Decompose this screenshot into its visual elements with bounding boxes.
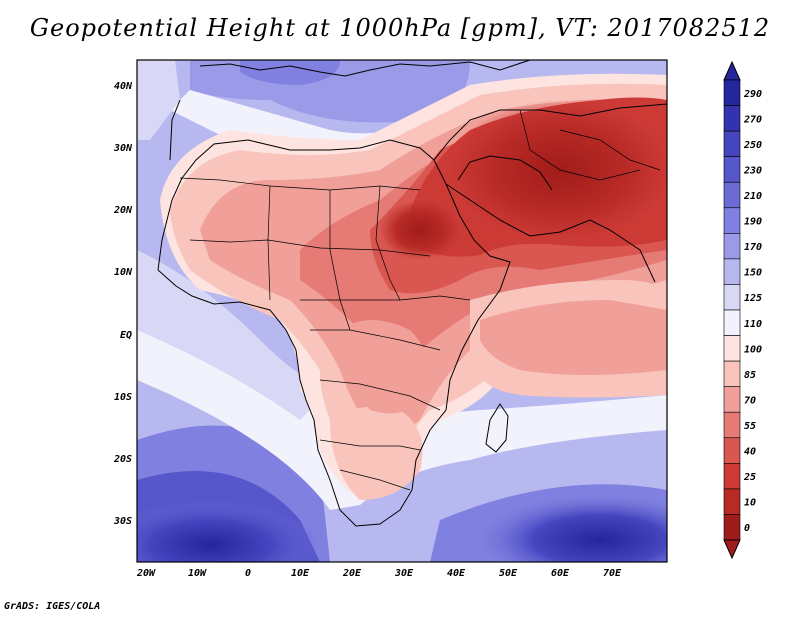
lat-label: 20S xyxy=(113,454,132,465)
lat-label: 40N xyxy=(114,81,133,92)
lat-label: 30S xyxy=(113,516,132,527)
lon-label: 60E xyxy=(551,568,570,579)
colorbar-swatch xyxy=(723,130,741,157)
footer-credit: GrADS: IGES/COLA xyxy=(4,601,101,612)
lat-axis: 40N 30N 20N 10N EQ 10S 20S 30S xyxy=(113,81,133,527)
colorbar-swatch xyxy=(723,105,741,132)
colorbar-label: 150 xyxy=(744,268,762,279)
colorbar-swatch xyxy=(723,488,741,515)
colorbar-label: 110 xyxy=(744,319,762,330)
map-frame xyxy=(136,59,668,563)
lon-label: 10W xyxy=(188,568,207,579)
colorbar-swatch xyxy=(723,386,741,413)
lon-label: 40E xyxy=(447,568,466,579)
lon-label: 50E xyxy=(499,568,518,579)
lon-label: 30E xyxy=(394,568,414,579)
lat-label: 10N xyxy=(114,267,133,278)
colorbar-swatch xyxy=(723,463,741,490)
colorbar-label: 170 xyxy=(744,242,762,253)
lon-axis: 20W 10W 0 10E 20E 30E 40E 50E 60E 70E xyxy=(136,568,622,579)
colorbar-label: 250 xyxy=(743,140,762,151)
colorbar-swatch xyxy=(723,284,741,311)
colorbar-swatch xyxy=(723,335,741,362)
colorbar-label: 210 xyxy=(743,191,762,202)
colorbar-label: 290 xyxy=(743,89,762,100)
country-borders xyxy=(179,109,661,491)
lat-label: EQ xyxy=(120,330,132,341)
lat-label: 20N xyxy=(113,205,133,216)
colorbar-label: 230 xyxy=(743,165,762,176)
colorbar-bottom-arrow xyxy=(723,539,741,560)
colorbar-swatch xyxy=(723,258,741,285)
colorbar-swatch xyxy=(723,437,741,464)
colorbar-label: 100 xyxy=(744,344,762,355)
colorbar-swatch xyxy=(723,411,741,439)
colorbar-swatch xyxy=(723,156,741,183)
colorbar-label: 85 xyxy=(744,370,756,381)
colorbar-swatch xyxy=(723,79,741,106)
lat-label: 30N xyxy=(113,143,133,154)
colorbar-label: 10 xyxy=(744,498,756,509)
lon-label: 10E xyxy=(291,568,310,579)
chart-title: Geopotential Height at 1000hPa [gpm], VT… xyxy=(29,14,771,42)
colorbar-swatch xyxy=(723,181,741,209)
colorbar-swatch xyxy=(723,360,741,387)
lon-label: 70E xyxy=(603,568,622,579)
colorbar-label: 270 xyxy=(743,114,762,125)
colorbar-label: 125 xyxy=(744,293,762,304)
lat-label: 10S xyxy=(114,392,132,403)
colorbar-label: 55 xyxy=(744,421,756,432)
colorbar: 2902702502302101901701501251101008570554… xyxy=(723,60,762,560)
height-field xyxy=(137,60,667,562)
colorbar-swatch xyxy=(723,233,741,260)
colorbar-label: 70 xyxy=(744,395,756,406)
lon-label: 20W xyxy=(136,568,156,579)
colorbar-label: 40 xyxy=(744,447,756,458)
colorbar-label: 190 xyxy=(744,217,762,228)
lon-label: 0 xyxy=(245,568,251,579)
colorbar-swatch xyxy=(723,309,741,336)
colorbar-swatch xyxy=(723,514,741,541)
colorbar-label: 25 xyxy=(743,472,756,483)
colorbar-top-arrow xyxy=(723,60,741,81)
lon-label: 20E xyxy=(342,568,362,579)
colorbar-swatch xyxy=(723,207,741,234)
colorbar-label: 0 xyxy=(744,523,750,534)
